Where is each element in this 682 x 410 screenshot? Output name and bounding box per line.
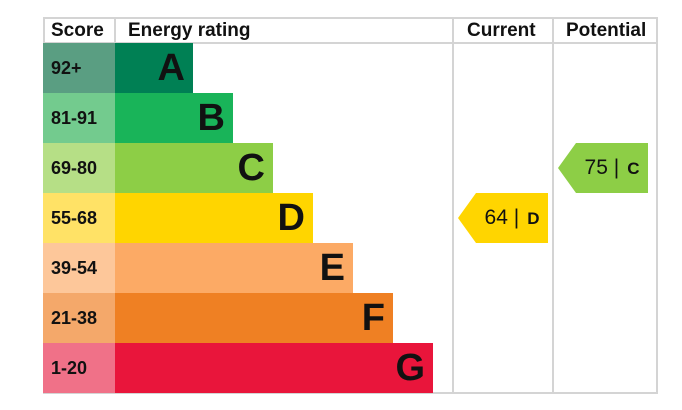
energy-rating-header: Energy rating <box>128 20 251 41</box>
rating-bar-f: F <box>115 293 393 343</box>
current-header: Current <box>467 20 536 41</box>
rating-bar-g: G <box>115 343 433 393</box>
current-divider <box>452 17 454 394</box>
score-cell-f: 21-38 <box>43 293 115 343</box>
score-header: Score <box>51 20 104 41</box>
rating-bar-d: D <box>115 193 313 243</box>
right-border <box>656 17 658 394</box>
score-cell-a: 92+ <box>43 43 115 93</box>
score-cell-c: 69-80 <box>43 143 115 193</box>
header-divider <box>43 42 658 44</box>
separator: | <box>513 206 520 229</box>
score-cell-g: 1-20 <box>43 343 115 393</box>
score-cell-e: 39-54 <box>43 243 115 293</box>
potential-value: 75 <box>584 156 608 179</box>
score-divider <box>114 17 116 43</box>
potential-divider <box>552 17 554 394</box>
potential-rating-arrow: 75 | C <box>558 143 648 193</box>
rating-bar-c: C <box>115 143 273 193</box>
bottom-border <box>43 392 658 394</box>
current-value: 64 <box>484 206 508 229</box>
rating-bar-a: A <box>115 43 193 93</box>
separator: | <box>613 156 620 179</box>
score-cell-d: 55-68 <box>43 193 115 243</box>
rating-bar-b: B <box>115 93 233 143</box>
current-letter: D <box>527 209 540 228</box>
score-cell-b: 81-91 <box>43 93 115 143</box>
potential-letter: C <box>627 159 640 178</box>
top-border <box>43 17 658 19</box>
current-rating-arrow: 64 | D <box>458 193 548 243</box>
potential-header: Potential <box>566 20 647 41</box>
rating-bar-e: E <box>115 243 353 293</box>
